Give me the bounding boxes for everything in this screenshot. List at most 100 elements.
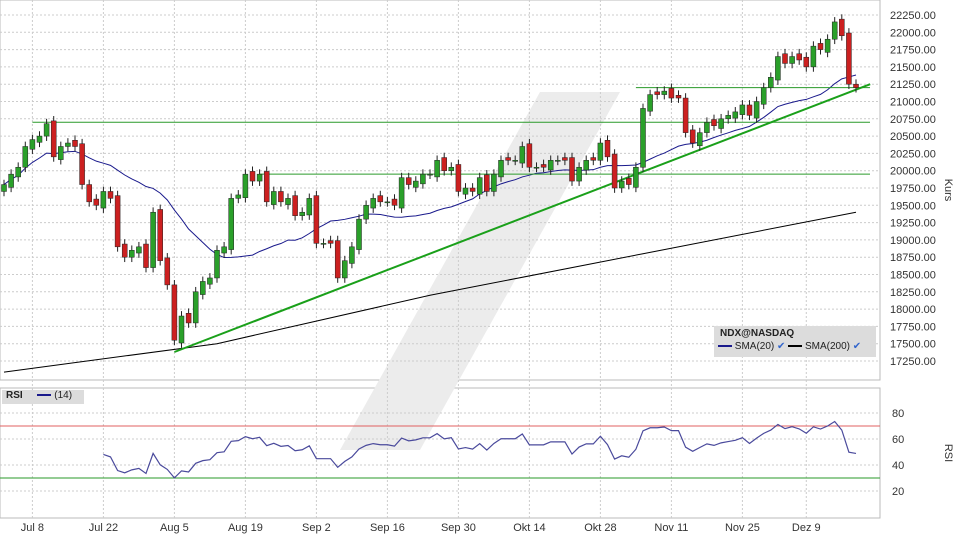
rsi-tick-label: 80 [892, 408, 904, 420]
candle-body [22, 146, 29, 168]
candle-body [775, 56, 781, 81]
y-tick-label: 20000.00 [890, 166, 936, 178]
y-tick-label: 18500.00 [890, 270, 936, 282]
y-tick-label: 21250.00 [890, 79, 936, 91]
x-tick-label: Nov 11 [654, 522, 688, 534]
candle-body [235, 194, 242, 199]
candle-body [79, 143, 85, 185]
candle-body [618, 180, 625, 189]
candle-body [228, 198, 234, 250]
legend-sma200[interactable]: SMA(200) [804, 341, 850, 352]
candle-body [469, 187, 476, 192]
candle-body [292, 195, 298, 216]
candle-body [732, 111, 739, 119]
candle-body [164, 257, 171, 286]
candle-body [533, 166, 540, 169]
rsi-tick-label: 20 [892, 486, 904, 498]
candle-body [711, 119, 717, 126]
candle-body [242, 173, 249, 198]
candle-body [356, 218, 362, 250]
candle-body [810, 45, 817, 68]
check-icon[interactable]: ✔ [852, 341, 862, 352]
candle-body [512, 160, 518, 162]
y-tick-label: 18000.00 [890, 304, 936, 316]
y-tick-label: 20500.00 [890, 131, 936, 143]
rsi-axis-title: RSI [942, 444, 954, 462]
y-tick-label: 19250.00 [890, 218, 936, 230]
x-tick-label: Sep 30 [441, 522, 476, 534]
x-tick-label: Nov 25 [725, 522, 760, 534]
candle-body [476, 177, 483, 195]
candle-body [413, 180, 419, 188]
candle-body [370, 198, 376, 209]
candle-body [590, 157, 597, 161]
y-tick-label: 21000.00 [890, 97, 936, 109]
rsi-period: (14) [54, 390, 73, 401]
candle-body [604, 140, 611, 158]
candle-body [349, 246, 355, 264]
rsi-tick-label: 40 [892, 460, 904, 472]
candle-body [398, 177, 405, 209]
candle-body [342, 260, 348, 279]
y-tick-label: 17500.00 [890, 339, 936, 351]
candle-body [824, 38, 831, 53]
candle-body [72, 140, 78, 147]
legend: NDX@NASDAQ SMA(20) ✔ SMA(200) ✔ [714, 326, 876, 357]
candle-body [278, 191, 284, 203]
x-tick-label: Sep 2 [302, 522, 331, 534]
sma200-swatch [788, 345, 803, 348]
candle-body [803, 56, 810, 68]
rsi-legend: RSI (14) [2, 390, 84, 404]
candle-body [462, 187, 469, 195]
y-tick-label: 19000.00 [890, 235, 936, 247]
trendline [174, 83, 871, 353]
candle-body [434, 160, 440, 178]
y-tick-label: 22000.00 [890, 27, 936, 39]
candle-body [271, 191, 277, 205]
candle-body [760, 87, 767, 105]
candle-body [789, 56, 795, 64]
legend-title: NDX@NASDAQ [720, 328, 795, 339]
candle-body [43, 123, 50, 137]
candle-body [633, 166, 639, 188]
candle-body [100, 191, 107, 209]
y-axis-title: Kurs [942, 179, 954, 202]
candle-body [839, 18, 845, 37]
candle-body [327, 240, 334, 244]
candle-body [484, 174, 490, 192]
candle-body [540, 164, 547, 168]
candle-body [299, 211, 305, 216]
candle-body [121, 243, 128, 258]
y-tick-label: 22250.00 [890, 10, 936, 22]
candle-body [697, 132, 703, 147]
candle-body [221, 246, 227, 254]
sma20-line [3, 74, 857, 259]
y-tick-label: 19500.00 [890, 200, 936, 212]
x-tick-label: Aug 19 [228, 522, 263, 534]
candle-body [185, 313, 192, 324]
candle-body [334, 240, 341, 279]
y-tick-label: 20250.00 [890, 148, 936, 160]
y-tick-label: 20750.00 [890, 114, 936, 126]
candle-body [675, 95, 682, 99]
candle-body [491, 173, 497, 192]
y-tick-label: 17750.00 [890, 321, 936, 333]
candle-body [846, 32, 852, 85]
candle-body [178, 315, 185, 344]
candle-body [441, 157, 447, 171]
candle-body [796, 53, 802, 61]
candle-body [420, 173, 426, 185]
candle-body [817, 43, 824, 50]
candle-body [50, 120, 57, 158]
candle-body [689, 129, 696, 144]
candle-body [157, 209, 163, 261]
legend-sma20[interactable]: SMA(20) [734, 341, 775, 352]
rsi-tick-label: 60 [892, 434, 904, 446]
y-tick-label: 18750.00 [890, 252, 936, 264]
candle-body [363, 205, 369, 220]
check-icon[interactable]: ✔ [777, 341, 786, 352]
candle-body [8, 173, 14, 188]
candle-body [107, 191, 114, 199]
x-tick-label: Jul 22 [89, 522, 118, 534]
candle-body [547, 160, 554, 171]
